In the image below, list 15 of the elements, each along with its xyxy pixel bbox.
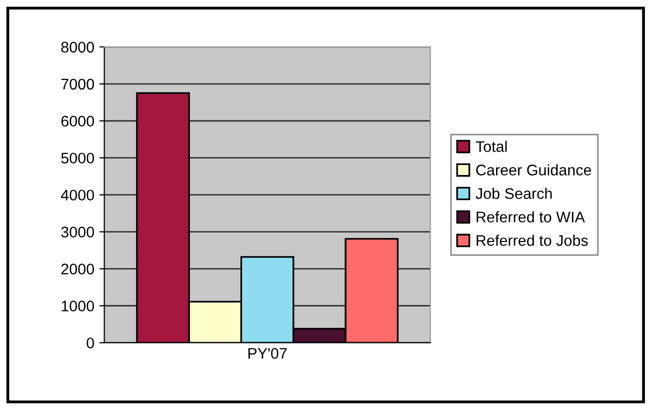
legend-label: Referred to WIA [476,211,585,222]
y-tick-label: 2000 [61,264,94,274]
y-tick-label: 0 [86,338,94,348]
y-tick-label: 3000 [61,226,94,238]
legend-label: Career Guidance [476,164,592,176]
y-tick-label: 6000 [61,116,94,127]
x-tick-label: PY'07 [248,348,287,359]
y-tick-label: 7000 [61,78,94,90]
legend-label: Job Search [476,188,552,199]
y-tick-label: 1000 [62,300,94,312]
y-tick-label: 8000 [61,42,94,53]
legend-label: Referred to Jobs [476,234,588,246]
y-tick-label: 4000 [60,190,94,201]
y-tick-label: 5000 [61,152,94,164]
legend-label: Total [476,140,507,152]
